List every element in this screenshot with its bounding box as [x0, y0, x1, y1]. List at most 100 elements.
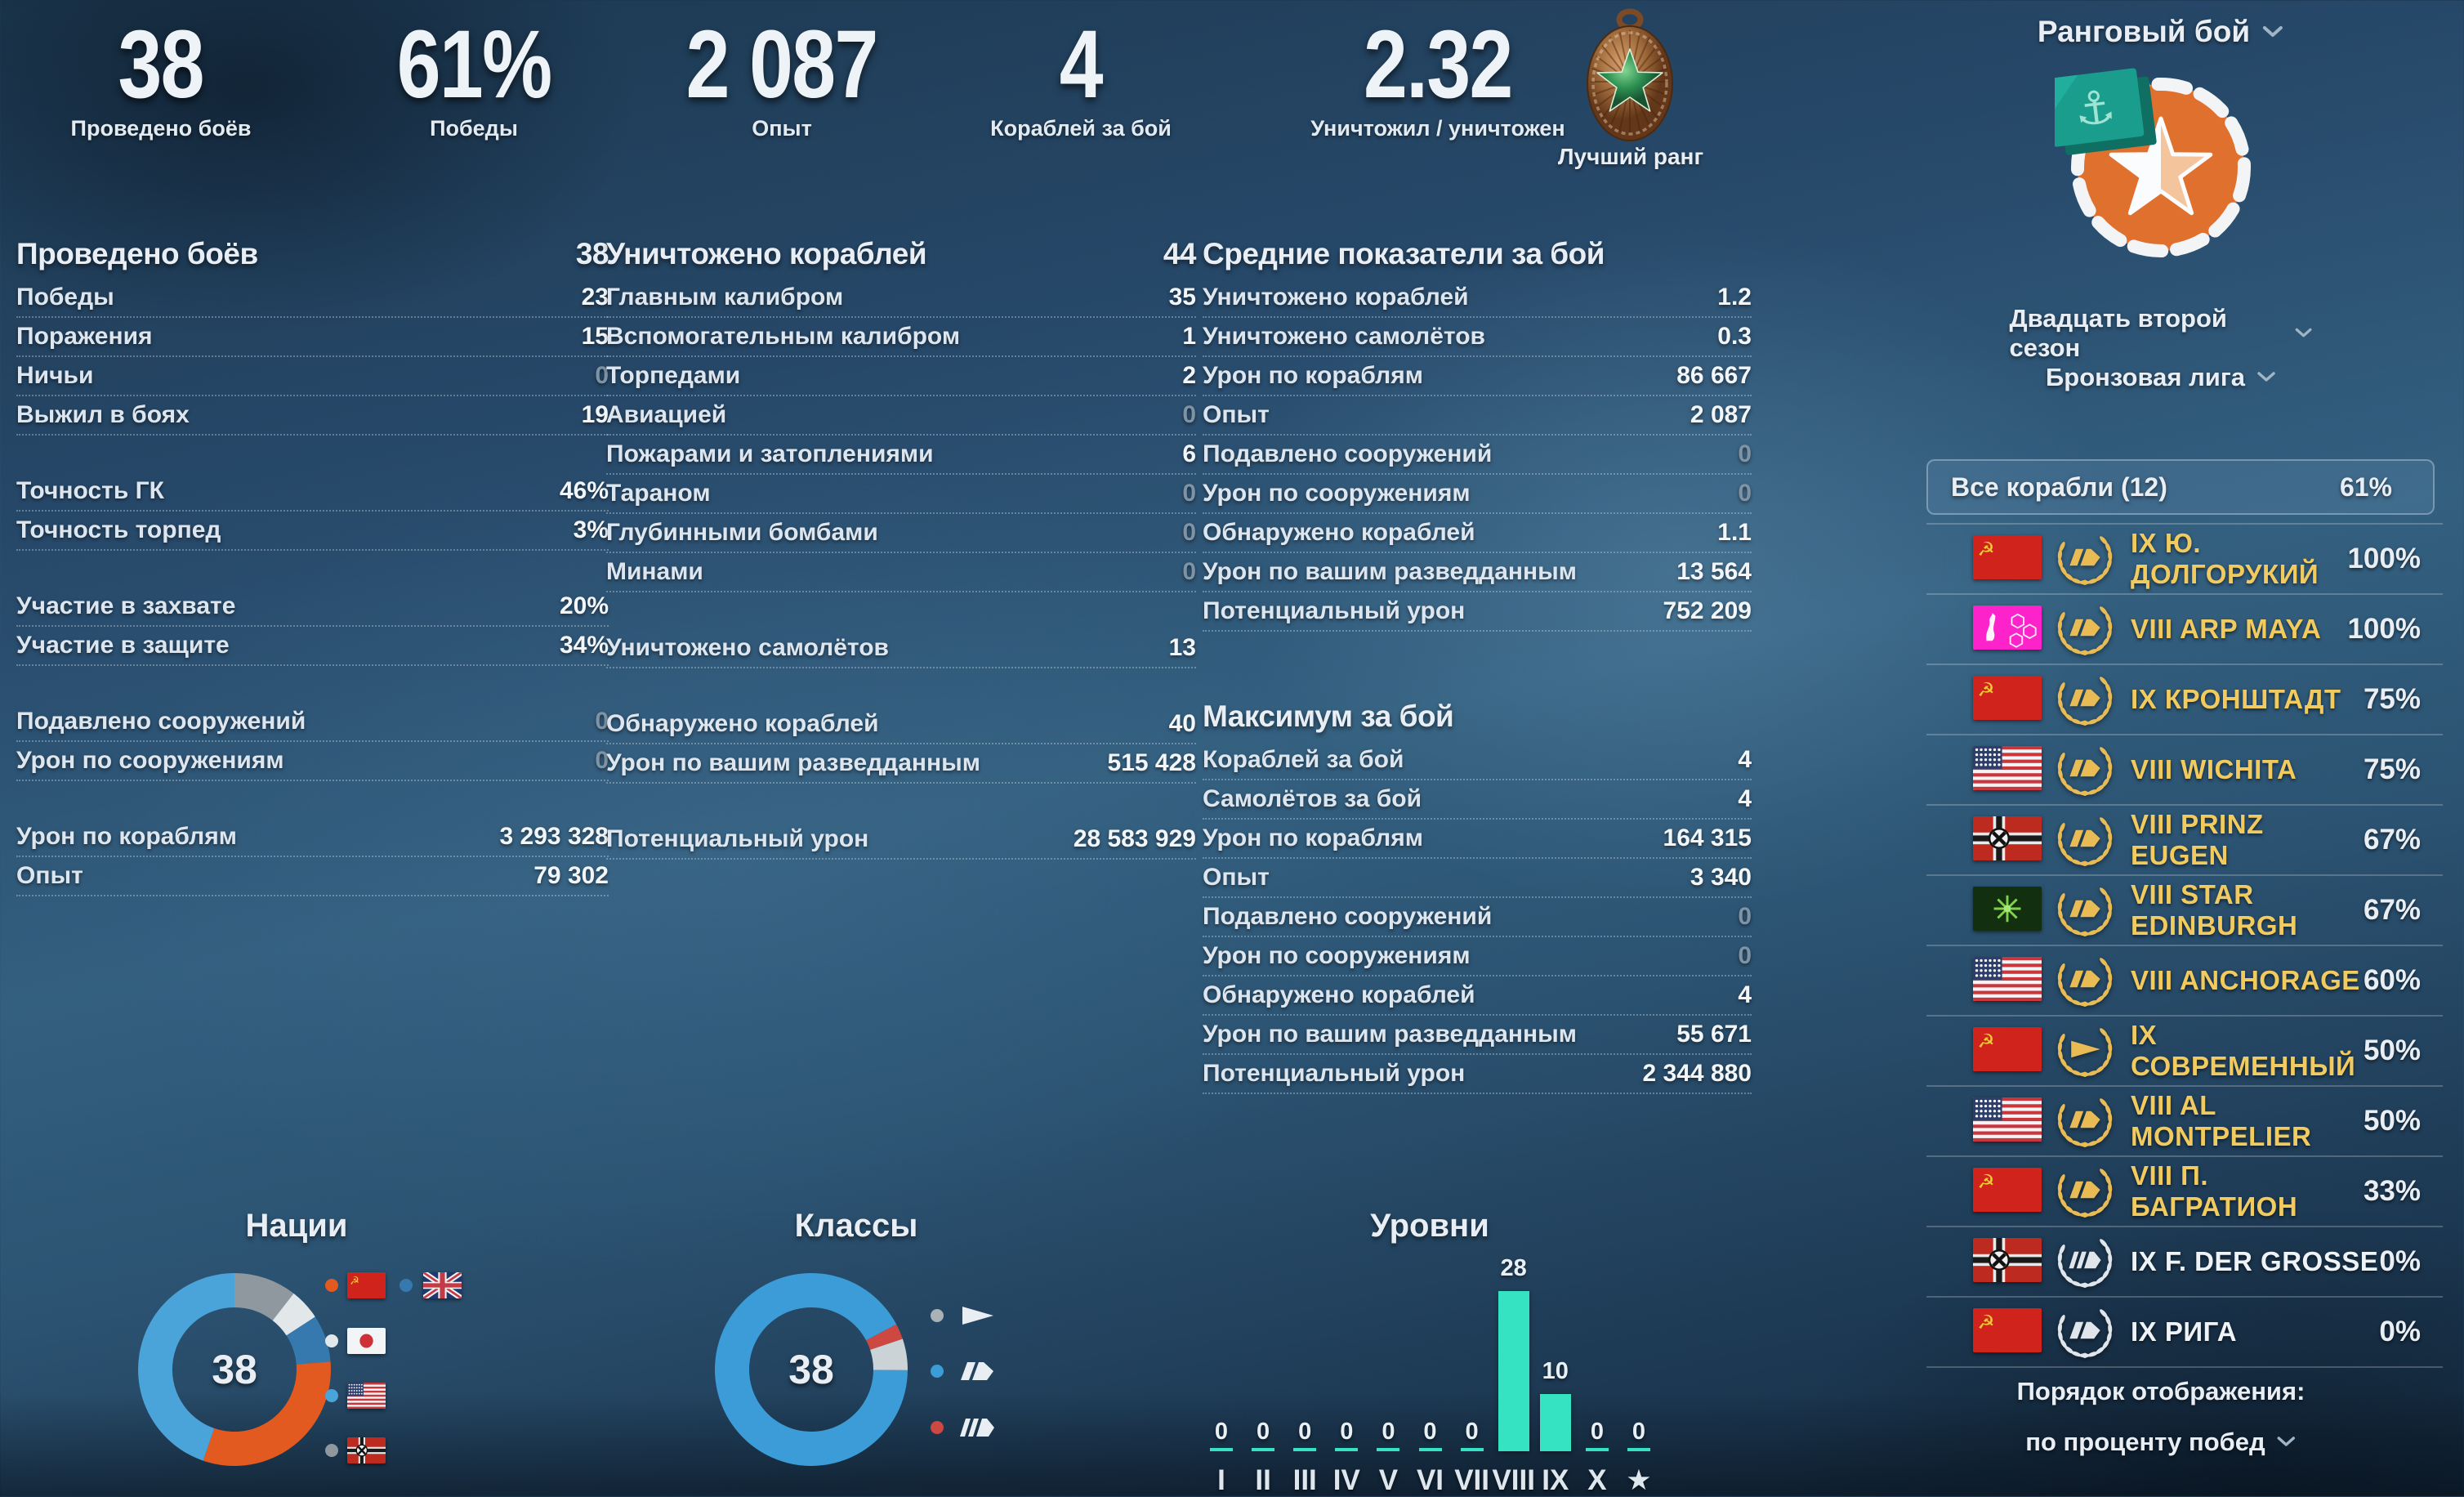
- tier-bar-value: 0: [1257, 1419, 1270, 1445]
- ship-row-viii-wichita[interactable]: VIII WICHITA 75%: [1926, 734, 2443, 804]
- stats-column-battles: Проведено боёв 38 Победы 23 Поражения 15…: [16, 231, 609, 896]
- stat-label: Уничтожено самолётов: [606, 634, 889, 661]
- stat-label: Обнаружено кораблей: [606, 710, 879, 737]
- tier-axis-label: VI: [1416, 1464, 1444, 1496]
- destroyer-class-icon: [962, 1307, 993, 1325]
- stat-label: Опыт: [16, 862, 83, 889]
- stat-row: Поражения 15: [16, 318, 609, 357]
- wreath-cruiser-icon: [2057, 957, 2113, 1007]
- tier-zero-tick: [1460, 1448, 1484, 1451]
- stat-value: 0: [1182, 480, 1196, 507]
- ship-row-viii-star-edinburgh[interactable]: VIII STAR EDINBURGH 67%: [1926, 874, 2443, 945]
- ship-flag: ☭: [1973, 534, 2042, 583]
- stat-row: Пожарами и затоплениями 6: [606, 436, 1196, 475]
- stat-row: Авиацией 0: [606, 396, 1196, 436]
- legend-dot: [325, 1334, 338, 1347]
- stat-label: Участие в защите: [16, 632, 230, 659]
- section-total: 44: [1163, 237, 1197, 270]
- stat-row: Точность ГК 46%: [16, 472, 609, 512]
- stat-label: Подавлено сооружений: [1203, 903, 1493, 930]
- tier-axis-label: ★: [1626, 1464, 1652, 1496]
- sort-order-selector[interactable]: по проценту побед: [2025, 1428, 2296, 1457]
- ship-row-viii-п-багратион[interactable]: ☭ VIII П. БАГРАТИОН 33%: [1926, 1155, 2443, 1226]
- ship-flag: [1973, 816, 2042, 865]
- ship-row-ix-рига[interactable]: ☭ IX РИГА 0%: [1926, 1296, 2443, 1366]
- stat-row: Вспомогательным калибром 1: [606, 318, 1196, 357]
- ship-name: IX Ю. ДОЛГОРУКИЙ: [2131, 528, 2319, 589]
- battle-mode-label: Ранговый бой: [2037, 15, 2251, 48]
- tier-zero-tick: [1418, 1448, 1442, 1451]
- stat-label: Урон по кораблям: [16, 823, 237, 850]
- tier-bar-value: 28: [1500, 1255, 1527, 1281]
- stat-label: Урон по сооружениям: [1203, 942, 1471, 969]
- summary-value: 4: [1059, 11, 1104, 118]
- ship-row-viii-al-montpelier[interactable]: VIII AL MONTPELIER 50%: [1926, 1085, 2443, 1155]
- tier-axis-label: I: [1217, 1464, 1225, 1496]
- stat-value: 79 302: [533, 862, 609, 889]
- stat-label: Уничтожено самолётов: [1203, 323, 1485, 350]
- ussr-flag-icon: ☭: [1973, 1167, 2042, 1212]
- ship-name: VIII ANCHORAGE: [2131, 965, 2360, 995]
- chevron-down-icon: [2277, 1437, 2296, 1446]
- tier-bar-IX: [1540, 1394, 1571, 1451]
- svg-text:☭: ☭: [1977, 538, 1994, 561]
- ship-row-viii-prinz-eugen[interactable]: VIII PRINZ EUGEN 67%: [1926, 804, 2443, 874]
- season-selector[interactable]: Двадцать второй сезон: [2010, 304, 2313, 363]
- ship-winrate: 100%: [2347, 613, 2421, 645]
- tier-zero-tick: [1585, 1448, 1609, 1451]
- ship-row-viii-arp-maya[interactable]: VIII ARP MAYA 100%: [1926, 593, 2443, 664]
- battle-mode-selector[interactable]: Ранговый бой: [2038, 15, 2284, 49]
- tier-bar-value: 0: [1423, 1419, 1437, 1445]
- section-title: Уничтожено кораблей: [606, 237, 927, 270]
- star-flag-icon: [1973, 886, 2042, 931]
- section-header: Проведено боёв 38: [16, 231, 609, 277]
- donut-segment-США: [138, 1273, 234, 1461]
- ship-name: VIII П. БАГРАТИОН: [2131, 1160, 2298, 1222]
- stat-row: Урон по вашим разведданным 515 428: [606, 744, 1196, 784]
- stat-label: Потенциальный урон: [1203, 1060, 1466, 1087]
- ship-flag: [1973, 886, 2042, 935]
- stat-label: Обнаружено кораблей: [1203, 981, 1475, 1008]
- stat-value: 0: [595, 362, 609, 389]
- ship-flag: [1973, 956, 2042, 1005]
- ship-row-ix-кронштадт[interactable]: ☭ IX КРОНШТАДТ 75%: [1926, 664, 2443, 734]
- stat-value: 46%: [559, 477, 609, 504]
- stat-row: Урон по вашим разведданным 13 564: [1203, 553, 1752, 592]
- ship-winrate: 50%: [2363, 1034, 2421, 1066]
- stat-label: Торпедами: [606, 362, 741, 389]
- stat-row: Потенциальный урон 28 583 929: [606, 820, 1196, 860]
- ship-class-badge: [2051, 593, 2119, 666]
- ship-class-badge: [2051, 1155, 2119, 1228]
- stat-label: Урон по сооружениям: [16, 747, 284, 774]
- stat-row: Урон по кораблям 3 293 328: [16, 818, 609, 857]
- tier-axis-label: VII: [1454, 1464, 1489, 1496]
- ship-flag: [1973, 745, 2042, 794]
- stat-label: Опыт: [1203, 864, 1270, 891]
- stat-row: Кораблей за бой 4: [1203, 741, 1752, 780]
- stat-value: 86 667: [1676, 362, 1752, 389]
- tier-axis-label: II: [1255, 1464, 1271, 1496]
- stat-value: 4: [1738, 785, 1752, 812]
- league-selector[interactable]: Бронзовая лига: [2046, 363, 2276, 392]
- ship-row-ix-f-der-grosse[interactable]: IX F. DER GROSSE 0%: [1926, 1226, 2443, 1296]
- stat-value: 2: [1182, 362, 1196, 389]
- stat-row: Участие в защите 34%: [16, 627, 609, 666]
- stat-row: Опыт 3 340: [1203, 859, 1752, 898]
- wreath-cruiser-icon: [2057, 535, 2113, 585]
- ship-row-ix-ю-долгорукий[interactable]: ☭ IX Ю. ДОЛГОРУКИЙ 100%: [1926, 523, 2443, 593]
- all-ships-filter[interactable]: Все корабли (12) 61%: [1926, 459, 2435, 515]
- ship-row-ix-современный[interactable]: ☭ IX СОВРЕМЕННЫЙ 50%: [1926, 1015, 2443, 1085]
- ship-winrate: 67%: [2363, 894, 2421, 926]
- stat-value: 4: [1738, 981, 1752, 1008]
- summary-value: 2.32: [1364, 11, 1513, 118]
- stat-label: Пожарами и затоплениями: [606, 440, 934, 467]
- stat-value: 55 671: [1676, 1021, 1752, 1048]
- legend-flag: [422, 1270, 463, 1303]
- stat-label: Самолётов за бой: [1203, 785, 1422, 812]
- ship-flag: ☭: [1973, 1026, 2042, 1075]
- cruiser-class-icon: [961, 1362, 993, 1380]
- ship-row-viii-anchorage[interactable]: VIII ANCHORAGE 60%: [1926, 945, 2443, 1015]
- stat-value: 752 209: [1663, 597, 1752, 624]
- donut-segment-Эсминцы: [870, 1338, 908, 1370]
